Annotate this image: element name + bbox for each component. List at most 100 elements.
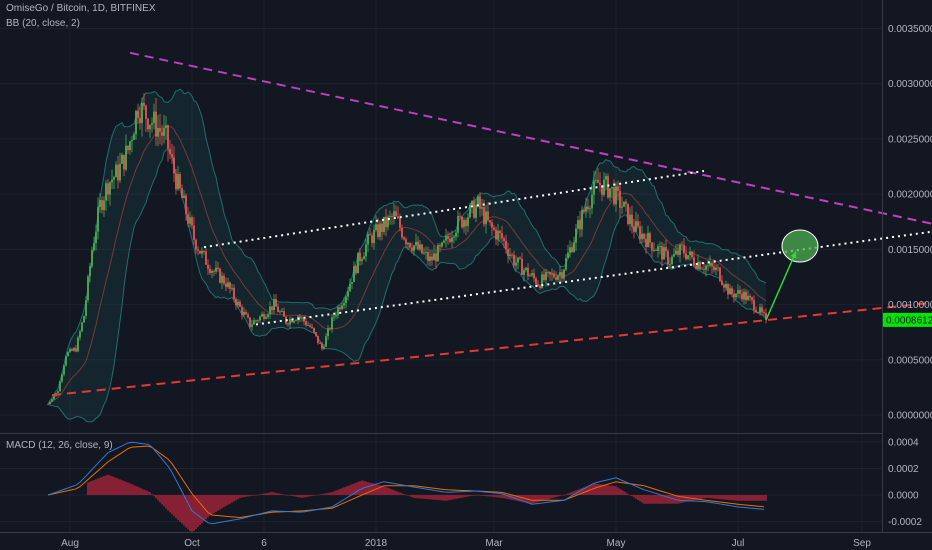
macd-histogram-bar bbox=[211, 495, 213, 515]
candle-body bbox=[77, 337, 79, 352]
candle-body bbox=[225, 283, 227, 288]
projection-arrow-head[interactable] bbox=[790, 251, 797, 259]
candle-body bbox=[287, 323, 289, 325]
macd-histogram-bar bbox=[155, 495, 157, 499]
macd-histogram-bar bbox=[743, 495, 745, 501]
candle-body bbox=[657, 246, 659, 251]
candle-body bbox=[373, 229, 375, 244]
macd-histogram-bar bbox=[205, 495, 207, 520]
price-tick-label: 0.00250000 bbox=[888, 134, 932, 145]
candle-body bbox=[281, 311, 283, 312]
macd-histogram-bar bbox=[723, 495, 725, 500]
candle-body bbox=[231, 287, 233, 289]
macd-histogram-bar bbox=[677, 495, 679, 504]
candle-body bbox=[549, 272, 551, 275]
macd-histogram-bar bbox=[557, 495, 559, 497]
candle-body bbox=[183, 195, 185, 198]
macd-histogram-bar bbox=[709, 495, 711, 499]
candle-body bbox=[525, 267, 527, 271]
macd-tick-label: 0.0004 bbox=[888, 438, 919, 449]
macd-histogram-bar bbox=[137, 486, 139, 495]
candle-body bbox=[305, 321, 307, 326]
candle-body bbox=[427, 252, 429, 261]
candle-body bbox=[163, 128, 165, 136]
candle-body bbox=[419, 244, 421, 250]
candle-body bbox=[681, 244, 683, 246]
macd-histogram-bar bbox=[693, 495, 695, 501]
candle-body bbox=[147, 118, 149, 130]
candle-body bbox=[425, 252, 427, 253]
candle-body bbox=[465, 220, 467, 227]
macd-histogram-bar bbox=[617, 487, 619, 495]
macd-histogram-bar bbox=[189, 495, 191, 532]
macd-histogram-bar bbox=[759, 495, 761, 501]
macd-histogram-bar bbox=[263, 493, 265, 495]
candle-body bbox=[455, 232, 457, 237]
projection-arrow[interactable] bbox=[765, 251, 797, 321]
candle-body bbox=[175, 173, 177, 190]
macd-histogram-bar bbox=[429, 495, 431, 500]
candle-body bbox=[745, 291, 747, 301]
candle-body bbox=[275, 299, 277, 307]
candle-body bbox=[585, 206, 587, 212]
candle-body bbox=[739, 290, 741, 294]
channel-upper-line[interactable] bbox=[203, 169, 705, 249]
macd-histogram-bar bbox=[699, 495, 701, 500]
candle-body bbox=[541, 274, 543, 288]
macd-histogram-bar bbox=[737, 495, 739, 501]
macd-histogram-bar bbox=[105, 475, 107, 495]
candle-body bbox=[381, 223, 383, 232]
candle-body bbox=[387, 216, 389, 228]
candle-body bbox=[497, 230, 499, 240]
trendline-drawings[interactable] bbox=[51, 51, 932, 397]
candle-body bbox=[625, 201, 627, 204]
candle-body bbox=[349, 283, 351, 292]
macd-histogram-bar bbox=[273, 492, 275, 495]
candle-body bbox=[761, 307, 763, 313]
candle-body bbox=[679, 244, 681, 255]
macd-histogram-bar bbox=[369, 482, 371, 495]
candle-body bbox=[741, 293, 743, 300]
candle-body bbox=[701, 268, 703, 270]
macd-histogram-bar bbox=[489, 495, 491, 497]
macd-histogram-bar bbox=[119, 479, 121, 495]
candle-body bbox=[69, 348, 71, 353]
macd-histogram-bar bbox=[461, 495, 463, 498]
macd-histogram-bar bbox=[257, 494, 259, 496]
candle-body bbox=[559, 272, 561, 276]
candle-body bbox=[93, 242, 95, 251]
macd-histogram-bar bbox=[183, 495, 185, 526]
macd-histogram-bar bbox=[447, 495, 449, 501]
macd-histogram-bar bbox=[213, 495, 215, 514]
candle-body bbox=[277, 306, 279, 313]
macd-histogram-bar bbox=[139, 487, 141, 495]
macd-histogram-bar bbox=[201, 495, 203, 524]
candle-body bbox=[131, 139, 133, 142]
candle-body bbox=[245, 311, 247, 315]
candle-body bbox=[347, 291, 349, 297]
candle-body bbox=[369, 234, 371, 236]
macd-histogram-bar bbox=[529, 495, 531, 504]
candle-body bbox=[355, 266, 357, 274]
candle-body bbox=[213, 270, 215, 272]
target-zone-ellipse[interactable] bbox=[781, 229, 819, 263]
candle-body bbox=[589, 208, 591, 210]
price-tick-label: 0.00000000 bbox=[888, 411, 932, 422]
macd-histogram-bar bbox=[497, 495, 499, 498]
macd-histogram-bar bbox=[397, 491, 399, 495]
macd-histogram-bar bbox=[435, 495, 437, 500]
candle-body bbox=[259, 316, 261, 321]
macd-histogram-bar bbox=[371, 483, 373, 495]
macd-histogram-bar bbox=[251, 495, 253, 496]
macd-histogram-bar bbox=[125, 481, 127, 495]
resistance-trendline[interactable] bbox=[129, 51, 932, 261]
candle-body bbox=[107, 183, 109, 195]
candle-body bbox=[201, 251, 203, 254]
macd-histogram-bar bbox=[187, 495, 189, 530]
candle-body bbox=[509, 254, 511, 256]
candle-body bbox=[197, 249, 199, 251]
candle-body bbox=[333, 316, 335, 318]
macd-histogram-bar bbox=[455, 495, 457, 499]
candle-body bbox=[517, 257, 519, 263]
